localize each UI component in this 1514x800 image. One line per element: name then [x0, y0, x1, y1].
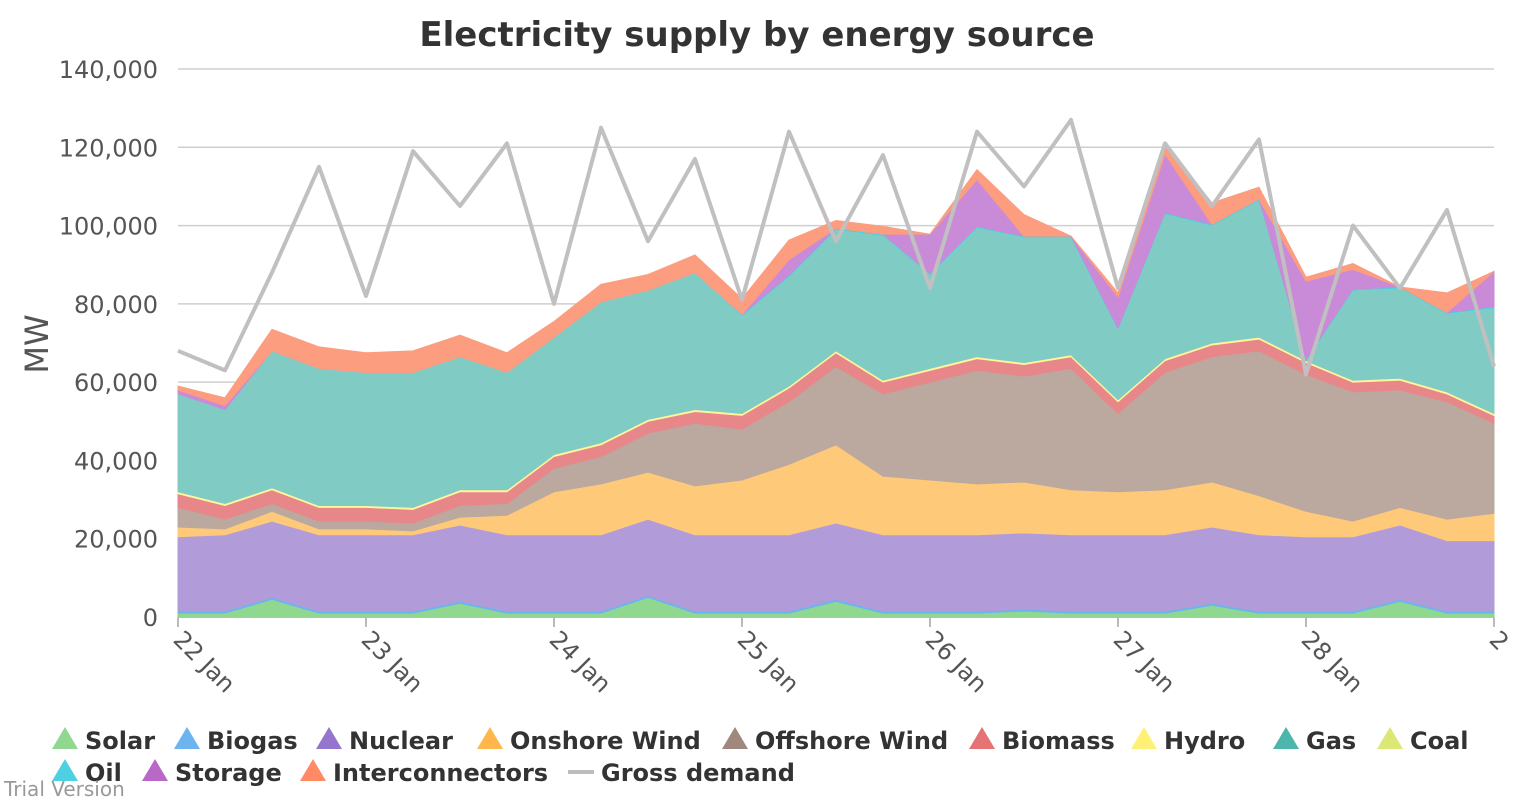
- legend-triangle-icon: [300, 759, 326, 781]
- legend-label: Interconnectors: [333, 759, 548, 787]
- legend-triangle-icon: [52, 727, 78, 749]
- legend-triangle-icon: [969, 727, 995, 749]
- legend-item[interactable]: Interconnectors: [300, 759, 548, 787]
- legend-item[interactable]: Storage: [142, 759, 282, 787]
- x-tick-label: 28 Jan: [1296, 625, 1369, 698]
- legend-label: Offshore Wind: [755, 727, 948, 755]
- y-tick-label: 40,000: [74, 447, 158, 475]
- legend-item[interactable]: Oil: [52, 759, 122, 787]
- legend-item[interactable]: Solar: [52, 727, 155, 755]
- watermark: Trial Version: [3, 777, 125, 800]
- legend-triangle-icon: [52, 759, 78, 781]
- demand-line: [177, 117, 1496, 377]
- area-series-group: [177, 143, 1495, 618]
- y-axis-ticks: 0 20,000 40,000 60,000 80,000 100,000 120,000 1…: [59, 56, 158, 632]
- legend-triangle-icon: [1273, 727, 1299, 749]
- y-tick-label: 20,000: [74, 526, 158, 554]
- legend-label: Gas: [1306, 727, 1356, 755]
- y-tick-label: 80,000: [74, 291, 158, 319]
- legend-item[interactable]: Nuclear: [316, 727, 453, 755]
- demand-line-group: [177, 117, 1496, 377]
- x-tick-label: 24 Jan: [544, 625, 617, 698]
- y-tick-label: 120,000: [59, 134, 158, 162]
- legend-triangle-icon: [174, 727, 200, 749]
- x-axis-ticks: 22 Jan 23 Jan 24 Jan 25 Jan 26 Jan 27 Jan 28 J…: [168, 617, 1514, 698]
- legend-triangle-icon: [1377, 727, 1403, 749]
- legend-item[interactable]: Gas: [1273, 727, 1356, 755]
- legend-item[interactable]: Hydro: [1131, 727, 1245, 755]
- y-tick-label: 0: [143, 604, 158, 632]
- x-tick-label: 25 Jan: [732, 625, 805, 698]
- legend: Solar Biogas Nuclear Onshore Wind Offshore W…: [52, 727, 1469, 787]
- legend-item[interactable]: Offshore Wind: [722, 727, 948, 755]
- legend-triangle-icon: [1131, 727, 1157, 749]
- legend-label: Oil: [85, 759, 122, 787]
- x-tick-label: 2: [1484, 625, 1514, 656]
- legend-label: Nuclear: [349, 727, 453, 755]
- legend-item[interactable]: Onshore Wind: [477, 727, 701, 755]
- legend-label: Biogas: [207, 727, 298, 755]
- x-tick-label: 22 Jan: [168, 625, 241, 698]
- legend-triangle-icon: [142, 759, 168, 781]
- legend-label: Gross demand: [601, 759, 795, 787]
- legend-label: Storage: [175, 759, 282, 787]
- legend-label: Coal: [1410, 727, 1469, 755]
- legend-label: Onshore Wind: [510, 727, 701, 755]
- legend-item[interactable]: Coal: [1377, 727, 1469, 755]
- y-tick-label: 60,000: [74, 369, 158, 397]
- legend-item[interactable]: Biogas: [174, 727, 298, 755]
- x-tick-label: 23 Jan: [356, 625, 429, 698]
- chart-title: Electricity supply by energy source: [419, 15, 1094, 55]
- legend-label: Hydro: [1164, 727, 1245, 755]
- y-tick-label: 140,000: [59, 56, 158, 84]
- legend-triangle-icon: [477, 727, 503, 749]
- legend-triangle-icon: [722, 727, 748, 749]
- legend-item[interactable]: Biomass: [969, 727, 1115, 755]
- legend-item[interactable]: Gross demand: [568, 759, 795, 787]
- legend-triangle-icon: [316, 727, 342, 749]
- x-tick-label: 26 Jan: [920, 625, 993, 698]
- legend-label: Biomass: [1002, 727, 1115, 755]
- x-tick-label: 27 Jan: [1108, 625, 1181, 698]
- y-tick-label: 100,000: [59, 213, 158, 241]
- y-axis-label: MW: [18, 314, 56, 373]
- legend-label: Solar: [85, 727, 155, 755]
